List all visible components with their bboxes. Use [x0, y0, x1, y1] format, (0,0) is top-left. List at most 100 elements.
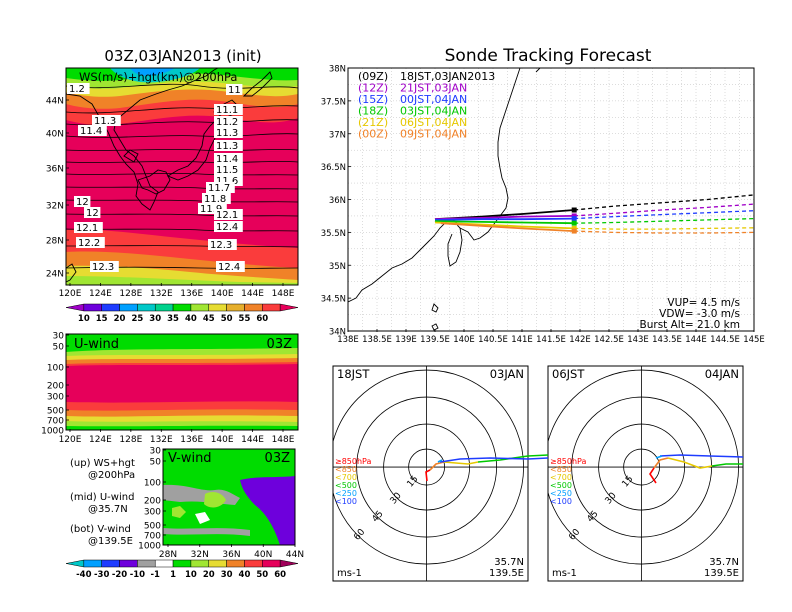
ws-height-label-text: 12 [86, 208, 99, 219]
ws-lon-tick-label: 140E [211, 289, 234, 299]
ws-colorbar-tick-label: 20 [114, 314, 126, 324]
ws-height-label: 11.5 [214, 164, 243, 176]
legend-code: (12Z) [358, 82, 388, 95]
track-descent-line [574, 230, 754, 234]
ws-colorbar-swatch [226, 303, 245, 312]
ws-lon-tick-label: 132E [150, 289, 173, 299]
v-colorbar-swatch [65, 559, 85, 568]
ws-height-label-text: 11.3 [216, 128, 238, 139]
ws-height-label-text: 11.4 [216, 154, 238, 165]
hodograph-level-label: <250 [335, 489, 357, 498]
v-colorbar-tick-label: 30 [221, 570, 233, 580]
ws-height-label-text: 11 [228, 85, 241, 96]
hodograph-level-label: ≥850hPa [335, 457, 372, 466]
vdw-text: VDW= -3.0 m/s [659, 308, 740, 320]
v-colorbar-swatch [244, 559, 263, 568]
ws-lon-tick-label: 124E [89, 289, 112, 299]
left-note-line2: @139.5E [88, 536, 133, 547]
track-lon-tick-label: 139E [395, 335, 417, 345]
v-lat-tick-label: 32N [191, 550, 209, 560]
track-lon-tick-label: 139.5E [420, 335, 450, 345]
ws-lon-tick-label: 148E [272, 289, 295, 299]
ws-height-label-text: 11.7 [208, 183, 230, 194]
ws-lon-tick-label: 128E [119, 289, 142, 299]
ws-height-label-text: 11.3 [216, 141, 238, 152]
legend-time: 03JST,04JAN [400, 105, 467, 118]
v-lat-tick-label: 44N [286, 550, 304, 560]
ws-height-label-text: 12.1 [216, 210, 238, 221]
ws-colorbar-swatch [262, 303, 281, 312]
ws-lat-tick-label: 40N [46, 130, 64, 140]
ws-height-label: 11.7 [206, 182, 235, 194]
u-p-tick-label: 50 [53, 343, 65, 353]
v-wind-label: V-wind [168, 451, 212, 466]
v-colorbar-swatch [154, 559, 174, 568]
u-p-tick-label: 30 [53, 332, 65, 342]
v-colorbar-tick-label: 20 [203, 570, 215, 580]
ws-height-label-text: 12.3 [92, 262, 114, 273]
v-wind-time: 03Z [265, 451, 291, 466]
track-burst-marker [571, 213, 577, 219]
track-lon-tick-label: 141.5E [536, 335, 566, 345]
ws-colorbar-tick-label: 60 [256, 314, 268, 324]
v-colorbar-swatch [172, 559, 192, 568]
ws-height-label: 12.1 [214, 209, 243, 221]
ws-colorbar-swatch [190, 303, 210, 312]
track-descent-line [574, 203, 754, 217]
hodograph-trace [443, 461, 479, 465]
hodograph-level-label: <100 [335, 497, 357, 506]
u-lon-tick-label: 120E [59, 435, 82, 445]
track-lon-tick-label: 144.5E [710, 335, 740, 345]
ws-height-label: 11.9 [198, 203, 227, 215]
ws-colorbar-tick-label: 25 [131, 314, 143, 324]
ws-height-label: 12 [74, 196, 91, 208]
v-colorbar-tick-label: -1 [151, 570, 161, 580]
track-burst-marker [571, 216, 577, 222]
tracking-legend: (09Z) 18JST,03JAN2013 (12Z) 21JST,03JAN (15Z… [358, 70, 495, 141]
ws-colorbar-swatch [244, 303, 263, 312]
ws-height-label: 11.3 [214, 140, 243, 152]
hodograph-unit: ms-1 [552, 568, 577, 579]
track-lat-tick-label: 37N [329, 130, 346, 140]
vup-text: VUP= 4.5 m/s [667, 297, 740, 309]
ws-height-label-text: 1.2 [69, 84, 85, 95]
tracking-lon-ticks: 138E 138.5E 139E 139.5E 140E 140.5E 141E 141.5E… [337, 329, 765, 345]
ws-height-label: 12.4 [216, 261, 245, 273]
v-p-tick-label: 700 [144, 532, 161, 542]
legend-code: (15Z) [358, 93, 388, 106]
v-colorbar-tick-label: -30 [94, 570, 109, 580]
u-wind-label: U-wind [74, 337, 119, 352]
v-wind-colorbar: -40 -30 -20 -10 -1 1 10 20 30 40 50 60 [65, 559, 299, 580]
ws-height-label: 11.8 [202, 193, 231, 205]
hodograph-trace [439, 457, 528, 463]
legend-time: 18JST,03JAN2013 [400, 70, 495, 83]
ws-colorbar-swatch [154, 303, 174, 312]
v-colorbar-swatch [101, 559, 120, 568]
tracking-panel: 138E 138.5E 139E 139.5E 140E 140.5E 141E 141.5E… [321, 65, 765, 346]
u-p-tick-label: 500 [47, 407, 64, 417]
v-p-tick-label: 500 [144, 522, 161, 532]
ws-height-label: 11.4 [78, 125, 107, 137]
ws-map-frame [65, 67, 299, 286]
v-p-tick-label: 100 [144, 479, 161, 489]
ws-height-label-text: 11.6 [216, 176, 238, 187]
ws-height-label: 12.4 [214, 221, 243, 233]
u-wind-frame [65, 333, 299, 431]
ws-colorbar-swatch [83, 303, 102, 312]
hodograph-lat: 35.7N [494, 557, 524, 568]
hodograph-trace [659, 454, 743, 458]
track-burst-marker [571, 220, 577, 226]
u-lon-tick-label: 124E [89, 435, 112, 445]
hodograph-level-label: <700 [550, 473, 572, 482]
hodograph-frame [332, 365, 529, 582]
track-ascent-line [434, 217, 575, 221]
ws-height-label: 11.3 [92, 115, 121, 127]
hodograph-level-label: <250 [550, 489, 572, 498]
left-note-line1: (mid) U-wind [70, 492, 134, 503]
